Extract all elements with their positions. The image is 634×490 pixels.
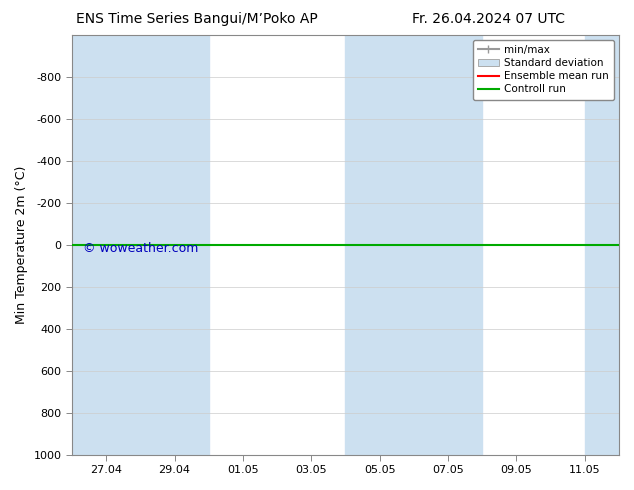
Legend: min/max, Standard deviation, Ensemble mean run, Controll run: min/max, Standard deviation, Ensemble me…	[472, 40, 614, 99]
Bar	[346, 35, 414, 455]
Text: © woweather.com: © woweather.com	[83, 243, 198, 255]
Bar	[140, 35, 209, 455]
Bar	[585, 35, 619, 455]
Text: Fr. 26.04.2024 07 UTC: Fr. 26.04.2024 07 UTC	[412, 12, 565, 26]
Bar	[72, 35, 140, 455]
Y-axis label: Min Temperature 2m (°C): Min Temperature 2m (°C)	[15, 166, 28, 324]
Text: ENS Time Series Bangui/M’Poko AP: ENS Time Series Bangui/M’Poko AP	[76, 12, 318, 26]
Bar	[414, 35, 482, 455]
